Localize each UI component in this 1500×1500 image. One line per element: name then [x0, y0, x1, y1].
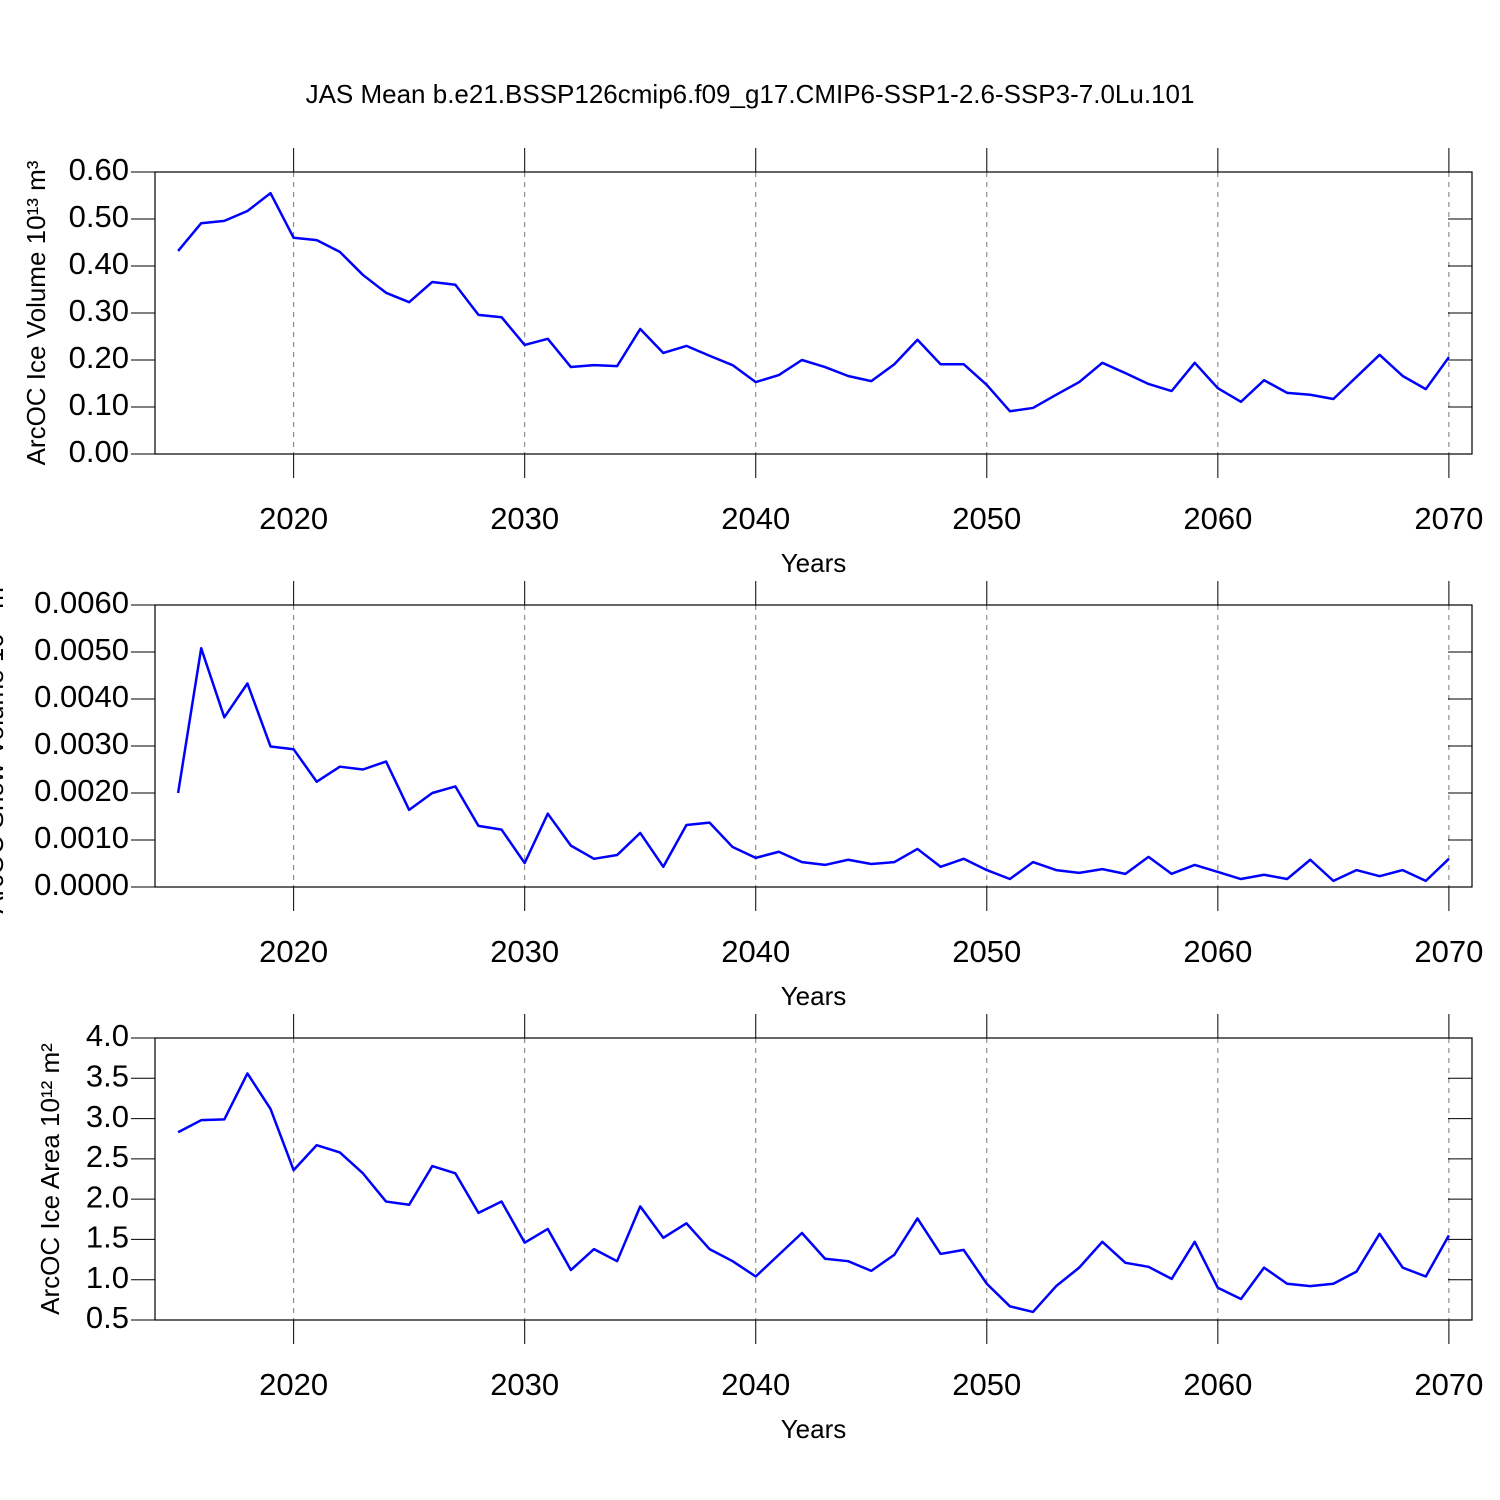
y-tick-label: 1.5: [86, 1220, 129, 1255]
y-tick-label: 2.0: [86, 1179, 129, 1214]
x-tick-label: 2030: [490, 501, 559, 536]
y-tick-label: 0.20: [69, 340, 129, 375]
plot-frame: [154, 171, 1473, 455]
y-tick-label: 0.0020: [34, 773, 129, 808]
x-tick-label: 2040: [721, 501, 790, 536]
y-axis-label: ArcOC Snow Volume 10¹³ m³: [0, 578, 9, 914]
y-tick-label: 1.0: [86, 1260, 129, 1295]
x-tick-label: 2050: [952, 1367, 1021, 1402]
y-tick-label: 0.00: [69, 434, 129, 469]
x-tick-label: 2020: [259, 1367, 328, 1402]
y-tick-label: 0.0050: [34, 632, 129, 667]
x-tick-label: 2070: [1414, 1367, 1483, 1402]
y-tick-label: 0.0010: [34, 820, 129, 855]
x-axis-label: Years: [781, 1414, 847, 1444]
data-line: [177, 191, 1450, 413]
x-tick-label: 2050: [952, 934, 1021, 969]
plot-frame: [154, 604, 1473, 888]
x-tick-label: 2060: [1183, 501, 1252, 536]
y-tick-label: 0.0040: [34, 679, 129, 714]
x-tick-label: 2050: [952, 501, 1021, 536]
y-tick-label: 3.0: [86, 1099, 129, 1134]
y-tick-label: 0.50: [69, 199, 129, 234]
y-tick-label: 4.0: [86, 1018, 129, 1053]
y-tick-label: 0.30: [69, 293, 129, 328]
x-tick-label: 2040: [721, 934, 790, 969]
x-tick-label: 2030: [490, 1367, 559, 1402]
y-tick-label: 0.40: [69, 246, 129, 281]
plot-frame: [154, 1037, 1473, 1321]
x-tick-label: 2020: [259, 934, 328, 969]
x-tick-label: 2070: [1414, 934, 1483, 969]
x-tick-label: 2070: [1414, 501, 1483, 536]
x-tick-label: 2040: [721, 1367, 790, 1402]
y-tick-label: 0.0000: [34, 867, 129, 902]
x-tick-label: 2030: [490, 934, 559, 969]
x-tick-label: 2060: [1183, 934, 1252, 969]
y-axis-label: ArcOC Ice Volume 10¹³ m³: [21, 160, 51, 465]
y-tick-label: 3.5: [86, 1058, 129, 1093]
x-axis-label: Years: [781, 981, 847, 1011]
x-axis-label: Years: [781, 548, 847, 578]
x-tick-label: 2020: [259, 501, 328, 536]
data-line: [176, 646, 1450, 883]
y-tick-label: 0.10: [69, 387, 129, 422]
y-tick-label: 0.0030: [34, 726, 129, 761]
y-tick-label: 2.5: [86, 1139, 129, 1174]
y-axis-label: ArcOC Ice Area 10¹² m²: [35, 1043, 65, 1315]
chart-title: JAS Mean b.e21.BSSP126cmip6.f09_g17.CMIP…: [306, 79, 1195, 109]
x-tick-label: 2060: [1183, 1367, 1252, 1402]
y-tick-label: 0.60: [69, 152, 129, 187]
data-line: [177, 1072, 1450, 1314]
y-tick-label: 0.5: [86, 1300, 129, 1335]
y-tick-label: 0.0060: [34, 585, 129, 620]
